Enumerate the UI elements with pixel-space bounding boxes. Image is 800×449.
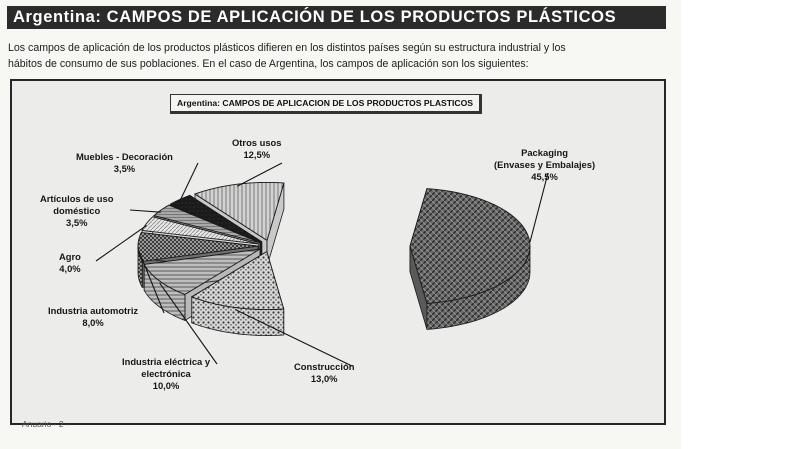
slice-articulos-de-uso	[153, 204, 261, 244]
slice-label-text: Agro	[59, 251, 81, 262]
slice-label-muebles: Muebles - Decoración 3,5%	[76, 151, 173, 175]
leader-line-muebles-decoracion	[179, 162, 199, 202]
page-footer: Anuario - 2 -	[22, 419, 69, 429]
pie-leader-lines	[95, 162, 549, 367]
slice-label-industria-electrica: Industria eléctrica y electrónica 10,0%	[122, 356, 210, 392]
slice-label-text: (Envases y Embalajes)	[494, 159, 596, 170]
slice-label-industria-automotriz: Industria automotriz 8,0%	[48, 305, 138, 329]
slice-muebles-decoracion	[169, 194, 263, 243]
slice-label-text: Packaging	[521, 147, 568, 158]
slice-value-text: 45,5%	[531, 171, 558, 182]
leader-line-industria-automotriz	[137, 248, 165, 314]
slice-label-text: Industria automotriz	[48, 305, 139, 316]
slice-industria-automotriz	[137, 232, 259, 262]
slice-value-text: 3,5%	[66, 217, 88, 228]
slice-label-text: Industria eléctrica y	[122, 356, 211, 367]
slice-label-otros-usos: Otros usos 12,5%	[232, 137, 282, 161]
slice-value-text: 8,0%	[82, 317, 104, 328]
leader-line-otros-usos	[236, 162, 283, 187]
slice-value-text: 13,0%	[310, 373, 338, 384]
slice-label-text: Otros usos	[232, 137, 282, 148]
slice-packaging	[409, 188, 531, 304]
slice-label-text: doméstico	[53, 205, 101, 216]
slice-industria-electrica-y	[143, 248, 261, 295]
chart-frame: Argentina: CAMPOS DE APLICACION DE LOS P…	[10, 79, 666, 425]
slice-construccion	[190, 250, 285, 311]
slice-label-text: Muebles - Decoración	[76, 151, 173, 162]
page: Argentina: CAMPOS DE APLICACIÓN DE LOS P…	[0, 0, 681, 449]
intro-line-2: hábitos de consumo de sus poblaciones. E…	[8, 58, 529, 70]
page-title: Argentina: CAMPOS DE APLICACIÓN DE LOS P…	[7, 6, 666, 29]
slice-label-packaging: Packaging (Envases y Embalajes) 45,5%	[494, 147, 595, 183]
slice-label-articulos-domestico: Artículos de uso doméstico 3,5%	[40, 193, 113, 229]
chart-title: Argentina: CAMPOS DE APLICACION DE LOS P…	[170, 94, 483, 114]
leader-line-articulos-de-uso	[129, 209, 161, 213]
leader-line-packaging	[529, 172, 549, 243]
slice-otros-usos	[193, 181, 285, 242]
leader-line-construccion	[234, 309, 353, 367]
intro-paragraph: Los campos de aplicación de los producto…	[8, 40, 668, 72]
slice-label-agro: Agro 4,0%	[59, 251, 81, 275]
slice-value-text: 3,5%	[113, 163, 136, 174]
slice-label-text: Artículos de uso	[40, 193, 114, 204]
slice-label-text: electrónica	[141, 368, 191, 379]
intro-line-1: Los campos de aplicación de los producto…	[8, 42, 566, 54]
slice-value-text: 10,0%	[152, 380, 180, 391]
pie-chart	[95, 162, 549, 367]
slice-label-construccion: Construcción 13,0%	[294, 361, 354, 385]
slice-value-text: 4,0%	[59, 263, 81, 274]
leader-line-industria-electrica-y	[159, 282, 218, 365]
pie-tops	[137, 181, 531, 311]
slice-label-text: Construcción	[294, 361, 355, 372]
slice-value-text: 12,5%	[243, 149, 271, 160]
leader-line-agro	[95, 225, 147, 262]
